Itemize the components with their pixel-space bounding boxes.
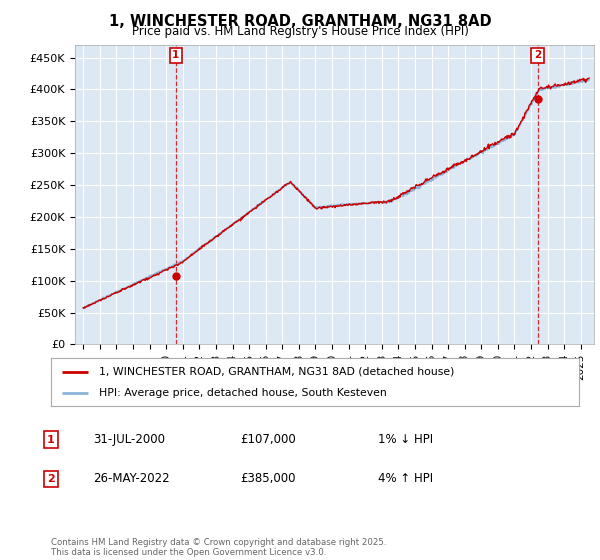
Text: 2: 2 [534,50,541,60]
Text: Price paid vs. HM Land Registry's House Price Index (HPI): Price paid vs. HM Land Registry's House … [131,25,469,38]
Point [533,95,542,104]
Text: 4% ↑ HPI: 4% ↑ HPI [378,472,433,486]
Text: £385,000: £385,000 [240,472,296,486]
Text: HPI: Average price, detached house, South Kesteven: HPI: Average price, detached house, Sout… [98,388,386,398]
Text: 2: 2 [47,474,55,484]
Text: 1, WINCHESTER ROAD, GRANTHAM, NG31 8AD: 1, WINCHESTER ROAD, GRANTHAM, NG31 8AD [109,14,491,29]
Text: Contains HM Land Registry data © Crown copyright and database right 2025.
This d: Contains HM Land Registry data © Crown c… [51,538,386,557]
Text: 1: 1 [47,435,55,445]
Text: 1, WINCHESTER ROAD, GRANTHAM, NG31 8AD (detached house): 1, WINCHESTER ROAD, GRANTHAM, NG31 8AD (… [98,367,454,377]
Text: £107,000: £107,000 [240,433,296,446]
Text: 31-JUL-2000: 31-JUL-2000 [93,433,165,446]
Text: 1: 1 [172,50,179,60]
Text: 1% ↓ HPI: 1% ↓ HPI [378,433,433,446]
Text: 26-MAY-2022: 26-MAY-2022 [93,472,170,486]
Point [171,272,181,281]
